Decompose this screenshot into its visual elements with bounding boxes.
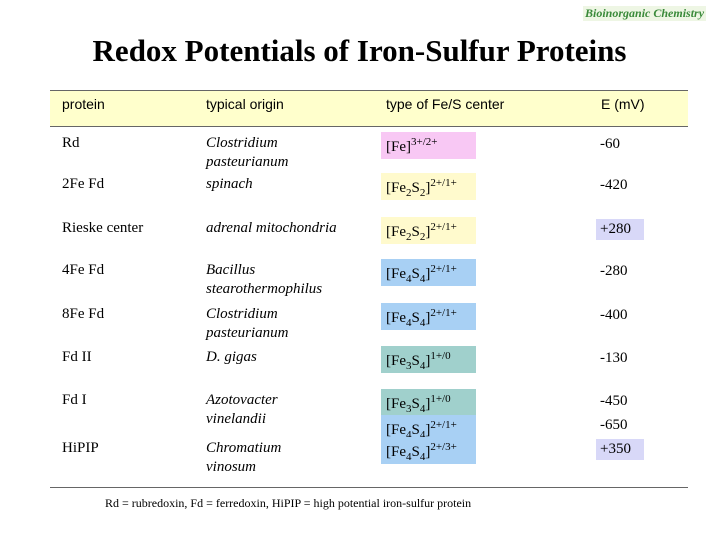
typical-origin: spinach (206, 176, 253, 192)
redox-potential: -650 (600, 417, 628, 433)
protein-name: Rd (62, 135, 80, 151)
formula-part: 4 (419, 273, 426, 285)
typical-origin: Bacillus (206, 262, 256, 278)
formula-part: [Fe] (386, 139, 411, 155)
fe-s-center: [Fe4S4]2+/1+ (381, 303, 476, 330)
formula-part: S (411, 180, 420, 196)
formula-part: 4 (406, 317, 412, 329)
formula-part: 2 (419, 231, 426, 243)
course-tag: Bioinorganic Chemistry (583, 6, 707, 21)
fe-s-center: [Fe4S4]2+/1+ (381, 259, 476, 286)
typical-origin: Chromatium (206, 440, 282, 456)
typical-origin: D. gigas (206, 349, 257, 365)
formula-part: [Fe (386, 396, 406, 412)
formula-part: 4 (419, 317, 426, 329)
fe-s-center: [Fe2S2]2+/1+ (381, 173, 476, 200)
protein-name: 4Fe Fd (62, 262, 105, 278)
fe-s-center: [Fe2S2]2+/1+ (381, 217, 476, 244)
formula-part: [Fe (386, 224, 406, 240)
formula-part: ] (425, 224, 431, 240)
formula-part: 2+/1+ (430, 419, 457, 431)
typical-origin: Clostridium (206, 135, 278, 151)
formula-part: 4 (419, 429, 426, 441)
formula-part: [Fe (386, 310, 406, 326)
formula-part: 3 (406, 360, 412, 372)
formula-part: S (411, 353, 420, 369)
table-header-band (50, 90, 688, 127)
formula-part: 2 (406, 231, 412, 243)
footnote: Rd = rubredoxin, Fd = ferredoxin, HiPIP … (105, 496, 472, 510)
formula-part: [Fe (386, 444, 406, 460)
redox-potential: +350 (596, 439, 644, 460)
typical-origin: stearothermophilus (206, 281, 323, 297)
fe-s-center: [Fe4S4]2+/3+ (381, 437, 476, 464)
redox-potential: -130 (600, 350, 628, 366)
typical-origin: adrenal mitochondria (206, 220, 337, 236)
formula-part: 1+/0 (430, 393, 451, 405)
formula-part: S (411, 266, 420, 282)
redox-potential: -450 (600, 393, 628, 409)
formula-part: [Fe (386, 180, 406, 196)
formula-part: 3 (406, 403, 412, 415)
redox-potential: +280 (596, 219, 644, 240)
table-bottom-rule (50, 487, 688, 488)
formula-part: S (411, 444, 420, 460)
formula-part: [Fe (386, 353, 406, 369)
formula-part: ] (425, 422, 431, 438)
formula-part: 2+/3+ (430, 441, 457, 453)
redox-potential: -280 (600, 263, 628, 279)
formula-part: ] (425, 444, 431, 460)
formula-part: ] (425, 353, 431, 369)
formula-part: 2+/1+ (430, 221, 457, 233)
protein-name: Fd II (62, 349, 92, 365)
formula-part: 3+/2+ (411, 136, 438, 148)
typical-origin: vinosum (206, 459, 256, 475)
formula-part: ] (425, 266, 431, 282)
formula-part: [Fe (386, 422, 406, 438)
typical-origin: vinelandii (206, 411, 266, 427)
redox-potential: -420 (600, 177, 628, 193)
typical-origin: Clostridium (206, 306, 278, 322)
protein-name: 8Fe Fd (62, 306, 105, 322)
formula-part: S (411, 422, 420, 438)
typical-origin: Azotovacter (206, 392, 278, 408)
formula-part: ] (425, 310, 431, 326)
formula-part: 2+/1+ (430, 177, 457, 189)
typical-origin: pasteurianum (206, 325, 289, 341)
column-header: typical origin (206, 96, 284, 112)
protein-name: Rieske center (62, 220, 144, 236)
fe-s-center: [Fe]3+/2+ (381, 132, 476, 159)
formula-part: 2 (406, 187, 412, 199)
redox-potential: -400 (600, 307, 628, 323)
formula-part: ] (425, 180, 431, 196)
protein-name: 2Fe Fd (62, 176, 105, 192)
formula-part: 1+/0 (430, 350, 451, 362)
column-header: E (mV) (601, 96, 645, 112)
formula-part: [Fe (386, 266, 406, 282)
column-header: type of Fe/S center (386, 96, 505, 112)
formula-part: 4 (406, 429, 412, 441)
formula-part: S (411, 396, 420, 412)
formula-part: 4 (406, 451, 412, 463)
formula-part: 2 (419, 187, 426, 199)
fe-s-center: [Fe3S4]1+/0 (381, 389, 476, 416)
formula-part: S (411, 224, 420, 240)
formula-part: S (411, 310, 420, 326)
fe-s-center: [Fe3S4]1+/0 (381, 346, 476, 373)
formula-part: 4 (406, 273, 412, 285)
protein-name: Fd I (62, 392, 87, 408)
slide-title: Redox Potentials of Iron-Sulfur Proteins (92, 33, 627, 68)
column-header: protein (62, 96, 105, 112)
formula-part: 2+/1+ (430, 263, 457, 275)
redox-potential: -60 (600, 136, 620, 152)
formula-part: ] (425, 396, 431, 412)
protein-name: HiPIP (62, 440, 99, 456)
formula-part: 4 (419, 403, 426, 415)
formula-part: 2+/1+ (430, 307, 457, 319)
typical-origin: pasteurianum (206, 154, 289, 170)
formula-part: 4 (419, 360, 426, 372)
formula-part: 4 (419, 451, 426, 463)
